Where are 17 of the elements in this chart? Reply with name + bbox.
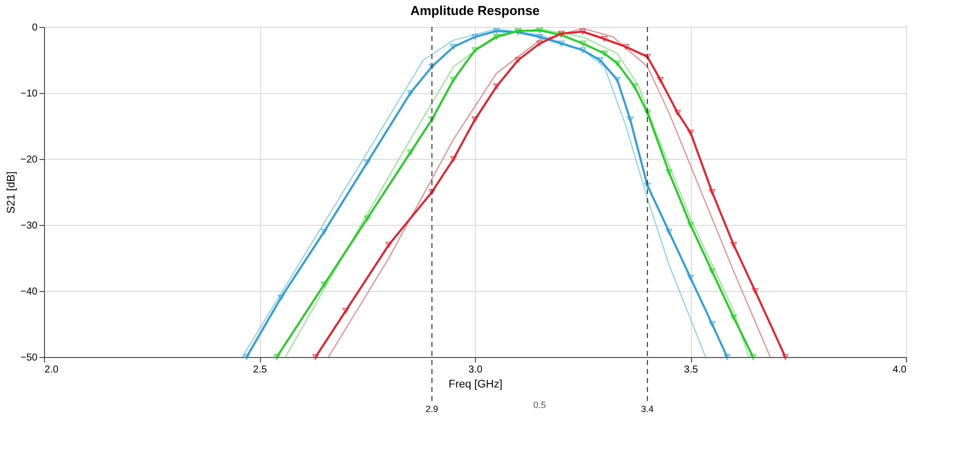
y-axis-title: S21 [dB] <box>6 171 18 214</box>
x-axis-title: Freq [GHz] <box>448 378 502 390</box>
y-tick-label: −20 <box>20 154 38 166</box>
ref-line-label: 2.9 <box>426 404 438 414</box>
y-tick-label: 0 <box>32 22 38 34</box>
y-tick-label: −10 <box>20 88 38 100</box>
x-tick-label: 4.0 <box>892 364 907 376</box>
x-tick-label: 3.5 <box>684 364 698 376</box>
text: 0.5 <box>533 400 546 410</box>
ref-line-label: 3.4 <box>641 404 654 414</box>
x-tick-label: 2.0 <box>44 364 59 376</box>
x-tick-label: 2.5 <box>253 364 268 376</box>
y-tick-label: −30 <box>20 220 38 232</box>
chart-title: Amplitude Response <box>410 3 540 18</box>
y-tick-label: −50 <box>20 352 38 364</box>
y-tick-label: −40 <box>20 286 38 298</box>
x-tick-label: 3.0 <box>468 364 483 376</box>
